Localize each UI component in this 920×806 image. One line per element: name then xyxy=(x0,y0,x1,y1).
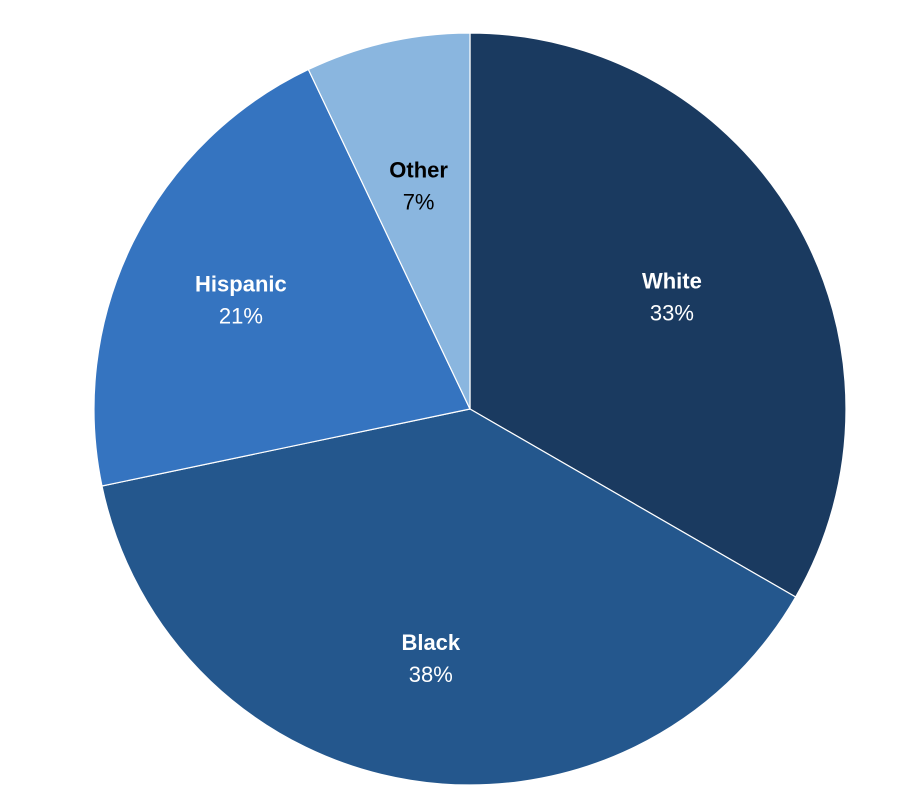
pie-slices xyxy=(93,32,847,786)
slice-label-white: White xyxy=(642,268,702,293)
slice-label-hispanic: Hispanic xyxy=(195,272,287,297)
pie-slice-other xyxy=(307,32,471,410)
pie-labels: White 33% Black 38% Hispanic 21% Other 7% xyxy=(195,158,702,687)
pie-slice-hispanic xyxy=(93,68,471,487)
slice-value-other: 7% xyxy=(403,190,435,215)
slice-label-other: Other xyxy=(389,158,448,183)
slice-label-black: Black xyxy=(401,630,460,655)
slice-value-hispanic: 21% xyxy=(219,304,263,329)
pie-slice-black xyxy=(101,408,797,786)
slice-value-black: 38% xyxy=(409,662,453,687)
pie-slice-white xyxy=(469,32,847,598)
slice-value-white: 33% xyxy=(650,300,694,325)
